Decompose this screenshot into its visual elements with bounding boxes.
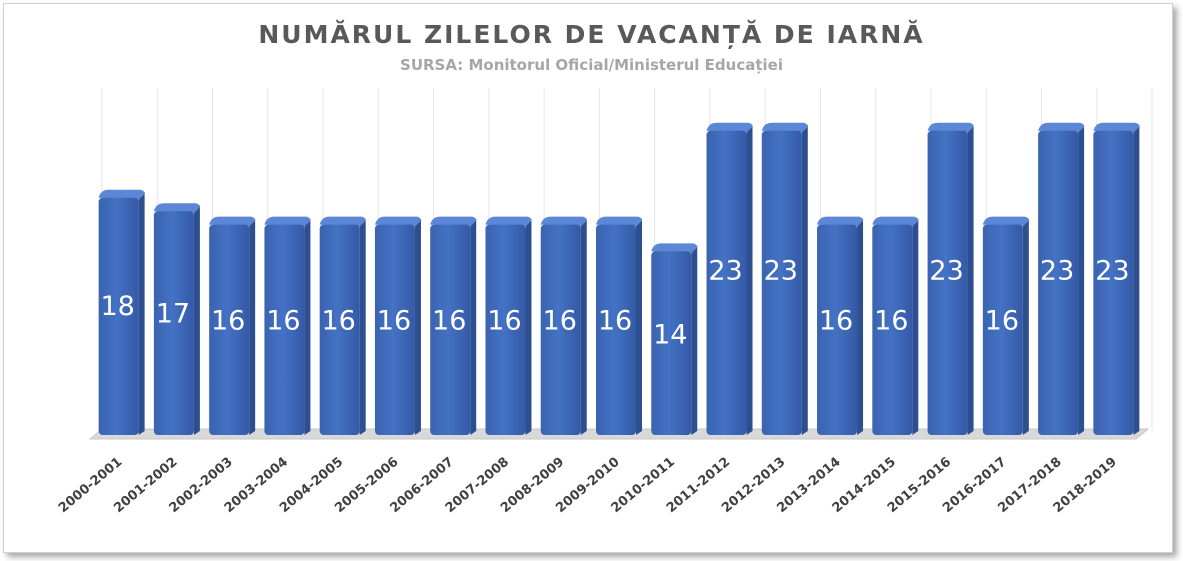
chart-title: NUMĂRUL ZILELOR DE VACANȚĂ DE IARNĂ — [258, 20, 925, 49]
data-label: 16 — [377, 305, 411, 336]
bar — [98, 189, 145, 435]
bar — [209, 216, 256, 435]
data-label: 16 — [432, 305, 466, 336]
bar — [927, 122, 974, 436]
bar — [264, 216, 311, 435]
bar — [706, 122, 753, 436]
data-label: 16 — [487, 305, 521, 336]
data-label: 16 — [598, 305, 632, 336]
bar — [540, 216, 587, 435]
bar — [651, 243, 698, 435]
data-label: 18 — [100, 291, 134, 322]
data-label: 16 — [211, 305, 245, 336]
bar — [153, 203, 200, 435]
data-label: 16 — [266, 305, 300, 336]
data-label: 16 — [985, 305, 1019, 336]
bar — [596, 216, 642, 435]
bar — [374, 216, 421, 435]
bar — [817, 216, 864, 435]
bar — [1093, 122, 1140, 436]
data-label: 23 — [764, 256, 798, 287]
data-label: 16 — [322, 305, 356, 336]
data-label: 16 — [819, 305, 853, 336]
data-label: 23 — [929, 256, 963, 287]
data-label: 17 — [156, 298, 190, 329]
bar — [1038, 122, 1085, 436]
data-label: 14 — [653, 320, 687, 351]
bar — [319, 216, 366, 435]
data-label: 23 — [708, 256, 742, 287]
bar — [485, 216, 532, 435]
data-label: 23 — [1040, 256, 1074, 287]
data-label: 16 — [874, 305, 908, 336]
chart-subtitle: SURSA: Monitorul Oficial/Ministerul Educ… — [400, 56, 783, 74]
bar — [982, 216, 1029, 435]
bar — [872, 216, 919, 435]
data-label: 16 — [543, 305, 577, 336]
data-label: 23 — [1095, 256, 1129, 287]
bar — [430, 216, 477, 435]
bar — [761, 122, 808, 436]
